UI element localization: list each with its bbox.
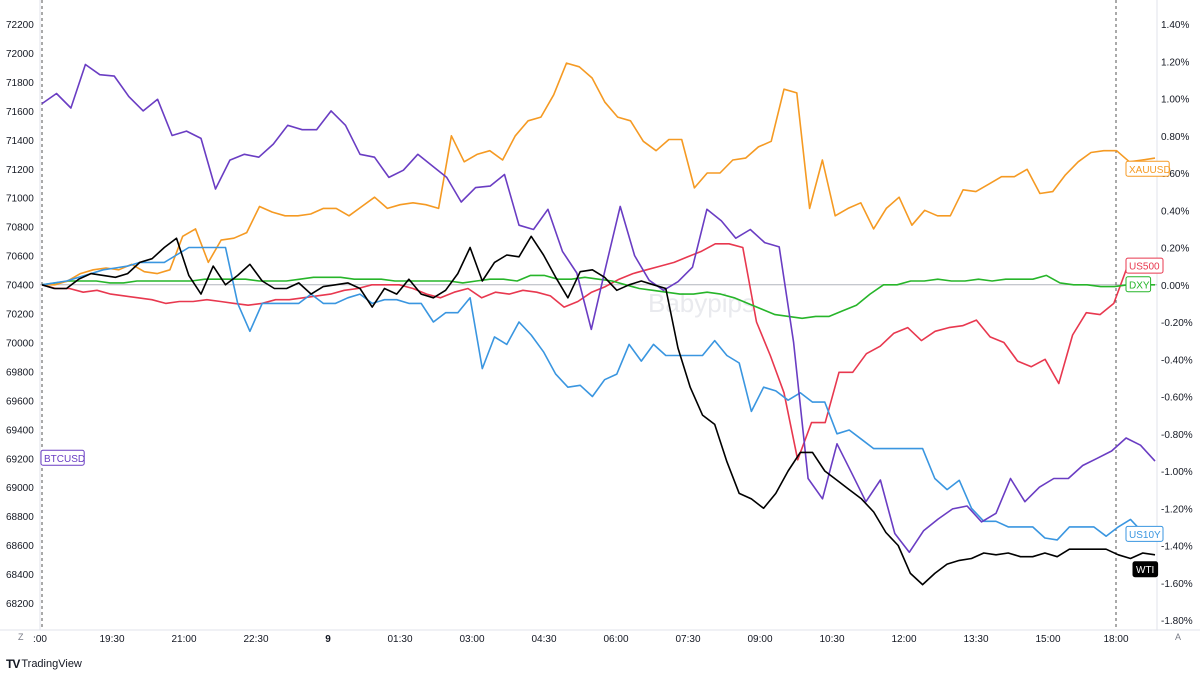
- left-axis-tick: 69000: [6, 483, 34, 494]
- x-axis-tick: 10:30: [819, 634, 844, 645]
- left-axis-tick: 70400: [6, 281, 34, 292]
- left-axis-tick: 72200: [6, 20, 34, 31]
- right-axis-tick: 0.60%: [1161, 169, 1189, 180]
- tradingview-name: TradingView: [21, 658, 82, 670]
- series-label-us10y: US10Y: [1125, 525, 1164, 542]
- left-axis-tick: 68600: [6, 541, 34, 552]
- left-axis-tick: 69800: [6, 367, 34, 378]
- x-axis-tick: 04:30: [531, 634, 556, 645]
- right-axis-tick: -1.00%: [1161, 467, 1193, 478]
- x-axis-tick: 22:30: [243, 634, 268, 645]
- left-axis-tick: 72000: [6, 49, 34, 60]
- series-line-us10y: [41, 246, 1156, 541]
- right-axis-tick: 0.00%: [1161, 281, 1189, 292]
- right-axis-tick: 1.40%: [1161, 20, 1189, 31]
- x-axis-tick: 15:00: [1035, 634, 1060, 645]
- right-axis-tick: -0.80%: [1161, 430, 1193, 441]
- x-axis-tick: 06:00: [603, 634, 628, 645]
- right-axis-tick: -1.80%: [1161, 616, 1193, 627]
- right-axis-tick: -0.20%: [1161, 318, 1193, 329]
- left-axis-tick: 68800: [6, 512, 34, 523]
- left-axis-tick: 71600: [6, 107, 34, 118]
- series-label-xauusd: XAUUSD: [1125, 160, 1171, 177]
- right-axis: 1.40% 1.20% 1.00% 0.80% 0.60% 0.40% 0.20% 0.00%…: [1156, 0, 1193, 630]
- left-axis-tick: 70200: [6, 310, 34, 321]
- right-axis-tick: -1.40%: [1161, 542, 1193, 553]
- tradingview-branding[interactable]: TV TradingView: [6, 657, 82, 671]
- x-axis-tick: 09:00: [747, 634, 772, 645]
- x-axis-tick: :00: [33, 634, 47, 645]
- zoom-toggle-button[interactable]: Z: [18, 632, 24, 642]
- right-axis-tick: 1.20%: [1161, 57, 1189, 68]
- x-axis-tick: 9: [325, 634, 331, 645]
- svg-text:BTCUSD: BTCUSD: [44, 454, 85, 465]
- x-axis-tick: 12:00: [891, 634, 916, 645]
- svg-text:WTI: WTI: [1136, 565, 1154, 576]
- left-axis-tick: 70800: [6, 223, 34, 234]
- left-axis-tick: 71000: [6, 194, 34, 205]
- series-labels: BTCUSD XAUUSD US500 DXY US10Y WTI: [40, 160, 1171, 578]
- svg-text:XAUUSD: XAUUSD: [1129, 165, 1171, 176]
- svg-text:US10Y: US10Y: [1129, 530, 1161, 541]
- right-axis-tick: -1.20%: [1161, 504, 1193, 515]
- right-axis-tick: -0.40%: [1161, 355, 1193, 366]
- series-label-us500: US500: [1125, 257, 1164, 274]
- left-axis-tick: 71200: [6, 165, 34, 176]
- right-axis-tick: -1.60%: [1161, 579, 1193, 590]
- svg-text:DXY: DXY: [1129, 280, 1150, 291]
- series-line-dxy: [41, 274, 1155, 320]
- left-axis-tick: 68200: [6, 599, 34, 610]
- series-label-dxy: DXY: [1125, 276, 1152, 293]
- left-axis-tick: 69400: [6, 425, 34, 436]
- series-line-xauusd: [42, 62, 1156, 286]
- left-axis-tick: 69600: [6, 396, 34, 407]
- series-line-wti: [41, 235, 1156, 586]
- svg-text:US500: US500: [1129, 262, 1160, 273]
- series-line-btcusd: [41, 63, 1156, 554]
- series-layer: [41, 62, 1156, 586]
- left-axis-tick: 71400: [6, 136, 34, 147]
- left-axis-tick: 70600: [6, 252, 34, 263]
- tradingview-logo-icon: TV: [6, 657, 20, 671]
- x-axis-tick: 21:00: [171, 634, 196, 645]
- right-axis-tick: 0.40%: [1161, 206, 1189, 217]
- left-axis-tick: 71800: [6, 78, 34, 89]
- series-label-wti: WTI: [1132, 561, 1159, 578]
- x-axis: :00 19:30 21:00 22:30 9 01:30 03:00 04:30 06:00 0…: [0, 629, 1200, 645]
- right-axis-tick: 0.20%: [1161, 244, 1189, 255]
- x-axis-tick: 18:00: [1103, 634, 1128, 645]
- x-axis-tick: 07:30: [675, 634, 700, 645]
- right-axis-tick: 0.80%: [1161, 132, 1189, 143]
- x-axis-tick: 03:00: [459, 634, 484, 645]
- series-label-btcusd: BTCUSD: [40, 449, 85, 466]
- left-axis-tick: 70000: [6, 338, 34, 349]
- left-axis: 72200 72000 71800 71600 71400 71200 71000 70800…: [6, 0, 41, 630]
- x-axis-tick: 01:30: [387, 634, 412, 645]
- left-axis-tick: 68400: [6, 570, 34, 581]
- series-line-us500: [41, 243, 1155, 461]
- x-axis-tick: 19:30: [99, 634, 124, 645]
- right-axis-tick: 1.00%: [1161, 95, 1189, 106]
- x-axis-tick: 13:30: [963, 634, 988, 645]
- right-axis-tick: -0.60%: [1161, 393, 1193, 404]
- left-axis-tick: 69200: [6, 454, 34, 465]
- auto-scale-button[interactable]: A: [1175, 632, 1182, 642]
